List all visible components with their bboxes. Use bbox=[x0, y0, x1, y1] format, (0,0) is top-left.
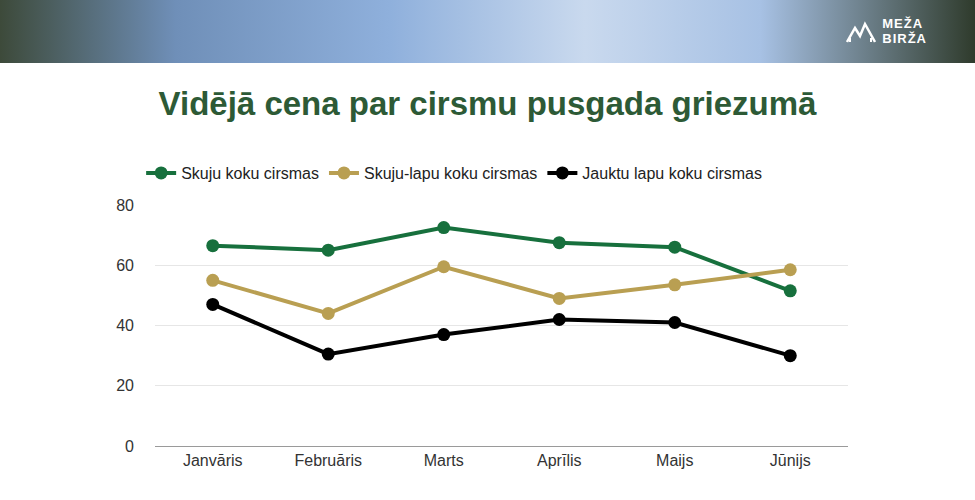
svg-text:Skuju-lapu koku cirsmas: Skuju-lapu koku cirsmas bbox=[364, 165, 537, 182]
svg-text:Jauktu lapu koku cirsmas: Jauktu lapu koku cirsmas bbox=[582, 165, 762, 182]
svg-text:Skuju koku cirsmas: Skuju koku cirsmas bbox=[181, 165, 319, 182]
svg-text:Jūnijs: Jūnijs bbox=[770, 452, 811, 469]
svg-text:20: 20 bbox=[116, 377, 134, 394]
svg-text:Marts: Marts bbox=[424, 452, 464, 469]
svg-text:80: 80 bbox=[116, 197, 134, 214]
svg-text:60: 60 bbox=[116, 257, 134, 274]
html-text:MEŽA: MEŽA bbox=[882, 16, 924, 31]
svg-text:Maijs: Maijs bbox=[656, 452, 693, 469]
svg-text:40: 40 bbox=[116, 317, 134, 334]
svg-text:Janvāris: Janvāris bbox=[183, 452, 243, 469]
svg-text:Aprīlis: Aprīlis bbox=[537, 452, 581, 469]
svg-text:Vidējā cena par cirsmu pusgada: Vidējā cena par cirsmu pusgada griezumā bbox=[159, 85, 817, 122]
svg-text:Februāris: Februāris bbox=[294, 452, 362, 469]
html-text:BIRŽA: BIRŽA bbox=[882, 31, 927, 46]
svg-text:0: 0 bbox=[125, 438, 134, 455]
